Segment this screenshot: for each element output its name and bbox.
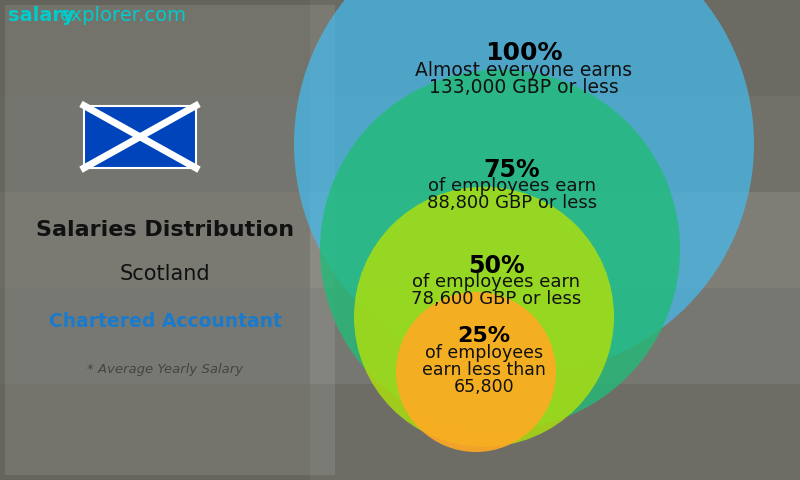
Text: earn less than: earn less than: [422, 361, 546, 379]
Text: Salaries Distribution: Salaries Distribution: [36, 220, 294, 240]
Text: * Average Yearly Salary: * Average Yearly Salary: [87, 363, 243, 376]
Bar: [0, 288, 800, 384]
Text: Scotland: Scotland: [120, 264, 210, 284]
Circle shape: [396, 292, 556, 452]
Bar: [0, 192, 800, 288]
Text: of employees: of employees: [425, 345, 543, 362]
Circle shape: [294, 0, 754, 374]
Text: salary: salary: [8, 6, 74, 25]
Text: 65,800: 65,800: [454, 378, 514, 396]
Text: explorer.com: explorer.com: [60, 6, 187, 25]
Bar: [0, 0, 310, 480]
Text: of employees earn: of employees earn: [428, 178, 596, 195]
Circle shape: [320, 70, 680, 430]
Text: 78,600 GBP or less: 78,600 GBP or less: [411, 290, 581, 309]
Text: 75%: 75%: [484, 158, 540, 182]
Text: 100%: 100%: [486, 41, 562, 65]
Text: 88,800 GBP or less: 88,800 GBP or less: [427, 194, 597, 213]
Text: of employees earn: of employees earn: [412, 274, 580, 291]
Text: 50%: 50%: [468, 254, 524, 278]
Text: Chartered Accountant: Chartered Accountant: [49, 312, 282, 331]
FancyBboxPatch shape: [5, 5, 335, 475]
Bar: [0, 96, 800, 192]
Bar: [84, 106, 196, 168]
Bar: [0, 384, 800, 480]
Circle shape: [354, 187, 614, 447]
Bar: [0, 0, 800, 96]
Text: 133,000 GBP or less: 133,000 GBP or less: [429, 78, 619, 97]
Bar: [84, 106, 196, 168]
Text: Almost everyone earns: Almost everyone earns: [415, 61, 633, 80]
Text: 25%: 25%: [458, 326, 510, 347]
